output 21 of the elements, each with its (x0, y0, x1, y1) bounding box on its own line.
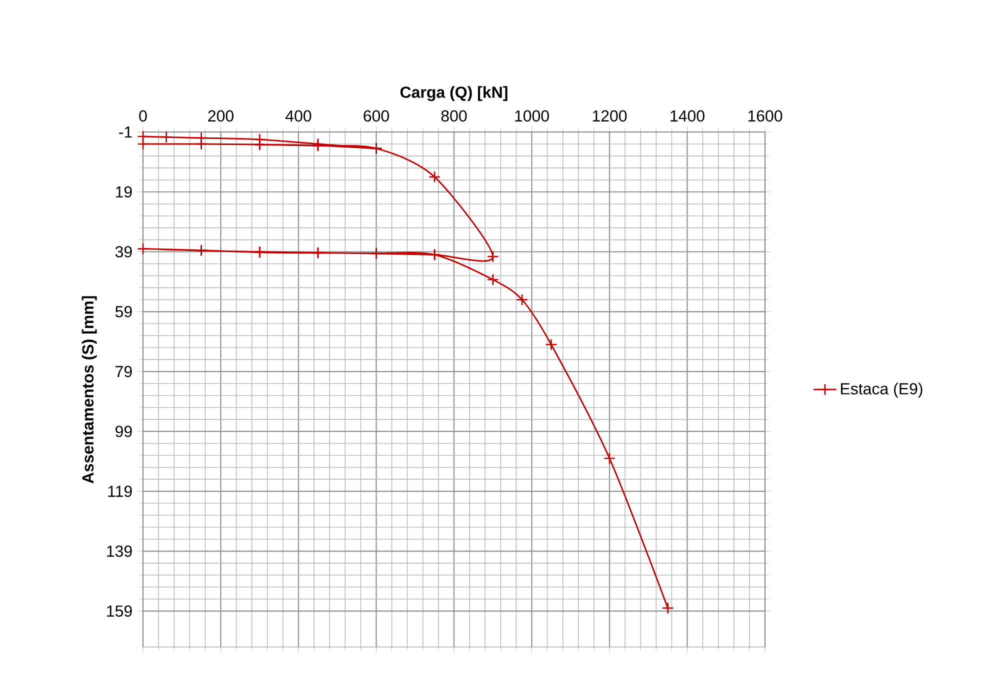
x-tick-label: 800 (441, 110, 467, 122)
y-tick-label: 159 (107, 605, 132, 617)
x-tick-label: 200 (208, 110, 234, 122)
y-tick-label: 119 (108, 486, 132, 497)
y-tick-label: -1 (119, 126, 132, 138)
x-tick-label: 400 (286, 110, 312, 122)
y-tick-label: 39 (115, 246, 132, 258)
y-tick-label: 79 (116, 366, 132, 378)
x-tick-label: 1600 (748, 110, 782, 122)
x-tick-label: 1000 (515, 110, 549, 122)
y-axis-title: Assentamentos (S) [mm] (82, 296, 97, 484)
y-tick-label: 59 (115, 306, 132, 318)
y-tick-label: 139 (107, 546, 132, 557)
x-axis-title: Carga (Q) [kN] (400, 86, 508, 102)
x-tick-label: 1400 (670, 110, 704, 122)
x-tick-label: 600 (364, 110, 389, 122)
x-tick-label: 1200 (592, 110, 627, 122)
y-tick-label: 19 (116, 186, 132, 198)
y-tick-label: 99 (116, 426, 132, 438)
x-tick-label: 0 (139, 110, 147, 122)
legend-label: Estaca (E9) (841, 382, 922, 398)
